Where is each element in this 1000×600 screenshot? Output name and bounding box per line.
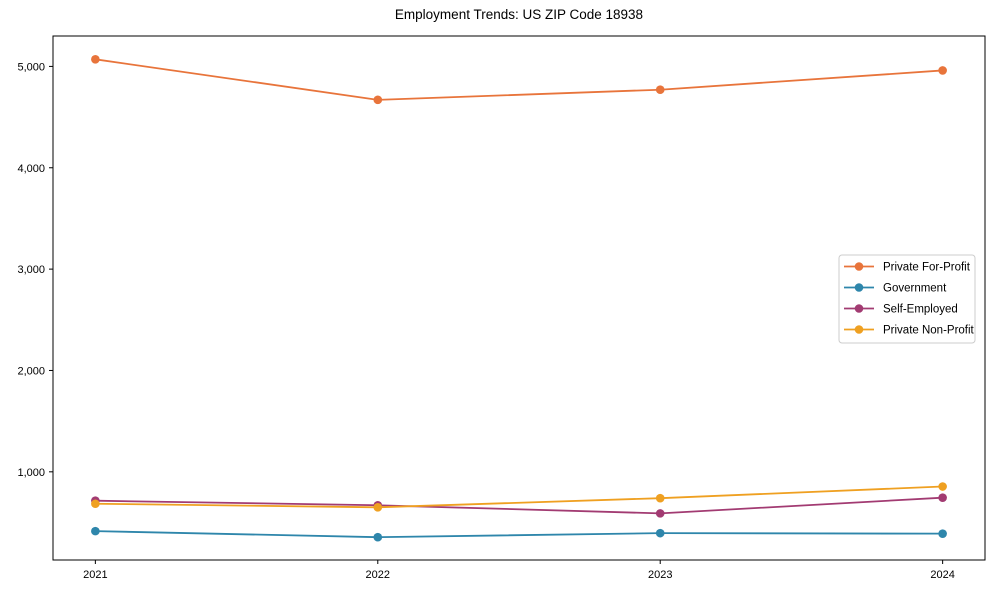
legend-sample-marker [854,262,864,271]
legend-sample-marker [854,325,864,334]
series-line [95,530,943,539]
plot-frame [52,35,986,561]
y-axis-tick-label: 4,000 [17,163,45,175]
y-axis-tick-label: 3,000 [17,264,45,276]
y-axis-tick-label: 2,000 [17,365,45,377]
data-point-marker [938,529,947,538]
chart-title: Employment Trends: US ZIP Code 18938 [394,7,644,22]
data-point-marker [938,66,947,75]
data-point-marker [373,502,383,512]
x-axis-tick-label: 2021 [83,569,107,581]
data-point-marker [655,528,665,538]
data-point-marker [91,526,100,536]
data-point-marker [938,493,947,502]
data-point-marker [373,95,383,105]
series-line [95,485,943,509]
data-point-marker [91,55,100,64]
legend-sample-marker [854,283,864,292]
x-axis-tick-label: 2024 [930,569,954,581]
y-axis-tick-label: 1,000 [17,467,45,479]
y-axis-tick-label: 5,000 [17,61,45,73]
legend-sample-marker [854,304,864,313]
data-point-marker [655,509,665,518]
data-point-marker [91,499,100,509]
legend-item-label: Government [883,283,947,295]
series-line [95,496,943,515]
legend-box [838,254,976,344]
data-point-marker [938,482,947,491]
x-axis-tick-label: 2023 [648,569,672,581]
legend-item-label: Self-Employed [883,304,958,316]
series-line [95,58,943,101]
x-axis-tick-label: 2022 [366,569,390,581]
data-point-marker [373,532,383,542]
legend-item-label: Private Non-Profit [883,325,975,337]
data-point-marker [655,493,665,503]
data-point-marker [655,85,665,95]
legend-item-label: Private For-Profit [883,262,971,274]
